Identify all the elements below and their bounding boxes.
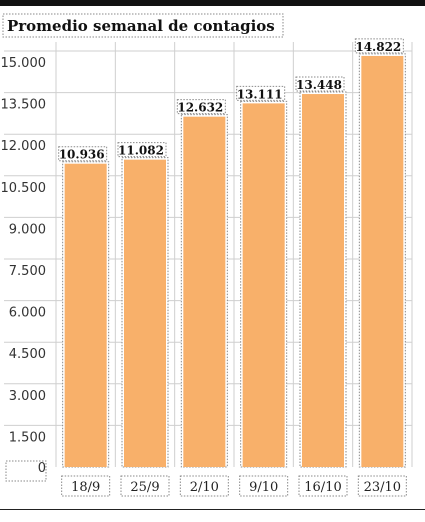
xtick-box	[179, 475, 229, 497]
bar	[361, 55, 404, 468]
bar-value-label: 13.448	[296, 78, 342, 92]
bar-value-label: 12.632	[177, 101, 223, 115]
ytick-label: 13.500	[1, 98, 47, 113]
bar	[124, 159, 166, 468]
xtick-label: 23/10	[364, 480, 401, 495]
bar-value-label: 10.936	[59, 148, 105, 162]
ytick-label: 9.000	[9, 222, 46, 237]
bar	[64, 163, 107, 468]
bar-value-box	[236, 85, 286, 101]
ytick-label: 15.000	[1, 56, 47, 71]
y-axis: 0 1.500 3.000 4.500 6.000 7.500 9.000 10.500 12.…	[1, 56, 47, 482]
bar-value-label: 13.111	[237, 87, 283, 101]
title-box: Promedio semanal de contagios	[2, 13, 284, 38]
ytick-label: 6.000	[9, 306, 46, 321]
xtick-box	[298, 475, 348, 497]
x-axis: 18/9 25/9 2/10 9/10 16/10 23/10	[61, 475, 407, 497]
xtick-label: 9/10	[249, 480, 278, 495]
xtick-box	[357, 475, 407, 497]
bar-value-box	[354, 38, 404, 54]
bar	[183, 116, 226, 467]
ytick-label: 12.000	[1, 139, 47, 154]
xtick-label: 25/9	[130, 480, 159, 495]
bar-value-label: 11.082	[118, 144, 164, 158]
xtick-label: 2/10	[190, 480, 219, 495]
ytick-label: 4.500	[9, 347, 46, 362]
ytick-label: 1.500	[9, 430, 46, 445]
xtick-label: 16/10	[304, 480, 341, 495]
xtick-label: 18/9	[71, 480, 100, 495]
ytick-label: 10.500	[1, 181, 47, 196]
bar	[302, 94, 344, 468]
xtick-box	[120, 475, 170, 497]
bar-value-label: 14.822	[355, 40, 401, 54]
ytick-label: 0	[38, 461, 46, 476]
ytick-label: 7.500	[9, 264, 46, 279]
bar-value-box	[117, 142, 167, 158]
bar-value-box	[176, 99, 226, 115]
xtick-box	[239, 475, 289, 497]
chart-title: Promedio semanal de contagios	[7, 17, 275, 35]
bar-value-box	[295, 76, 345, 92]
bars: 10.936 11.082 12.632 13.111 13.448 14.822	[58, 38, 406, 468]
bar-value-box	[58, 146, 108, 162]
bottom-rule	[0, 509, 425, 510]
ytick-label: 3.000	[9, 389, 46, 404]
xtick-box	[61, 475, 111, 497]
ytick-box	[5, 460, 47, 482]
bar	[242, 103, 285, 467]
top-rule	[0, 0, 425, 6]
